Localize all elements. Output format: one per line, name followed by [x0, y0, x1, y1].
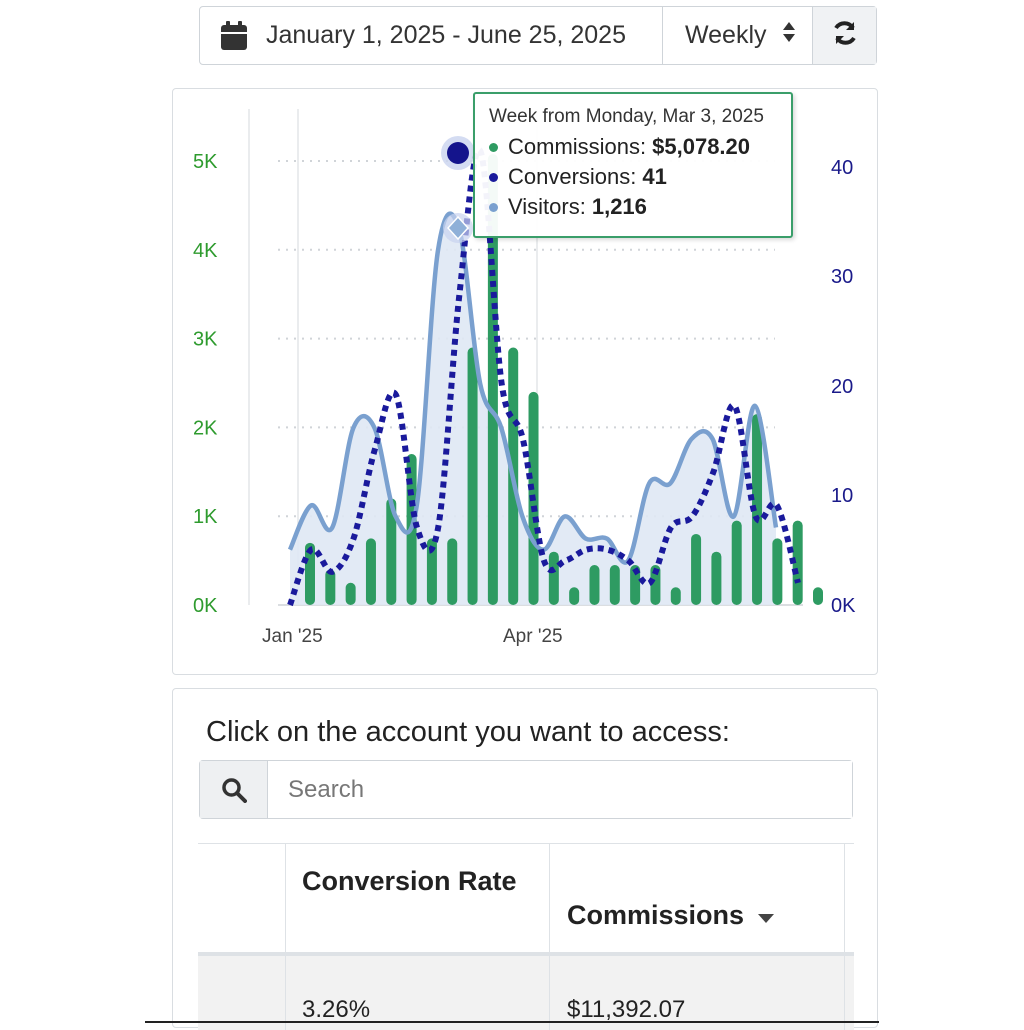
search-box: [199, 760, 853, 819]
tooltip-row-visitors: Visitors: 1,216: [489, 192, 777, 222]
x-tick-label: Jan '25: [262, 626, 323, 647]
commissions-bar: [752, 414, 763, 605]
conversion-rate-cell: 3.26%: [302, 996, 371, 1023]
y-left-tick-label: 5K: [193, 151, 218, 173]
tooltip-row-conversions: Conversions: 41: [489, 162, 777, 192]
y-right-tick-label: 20: [831, 376, 853, 398]
commissions-bar: [813, 587, 823, 605]
y-right-tick-label: 10: [831, 485, 853, 507]
conversions-point-marker: [447, 142, 469, 164]
visitors-dot-icon: [489, 202, 498, 212]
accounts-title: Click on the account you want to access:: [206, 716, 730, 748]
commissions-bar: [630, 565, 641, 605]
commissions-bar: [386, 498, 397, 605]
commissions-chart[interactable]: 0K 1K 2K 3K 4K 5K 0K 10 20 30 40 Jan '25 Apr '25: [173, 89, 877, 674]
table-header: [198, 844, 854, 956]
commissions-bar: [711, 551, 722, 605]
commissions-bar: [609, 565, 620, 605]
bottom-divider: [145, 1021, 879, 1023]
visitors-point-marker: [446, 215, 470, 241]
visitors-line: [287, 211, 779, 565]
table-row[interactable]: [198, 956, 854, 1030]
y-left-tick-label: 4K: [193, 240, 218, 262]
period-label: Weekly: [685, 21, 767, 49]
commissions-bar: [650, 565, 661, 605]
y-right-tick-label: 40: [831, 157, 853, 179]
conversions-line: [287, 146, 801, 607]
commissions-bar: [345, 582, 356, 605]
commissions-bar: [731, 520, 742, 605]
x-tick-label: Apr '25: [503, 626, 563, 647]
y-left-tick-label: 0K: [193, 595, 218, 617]
commissions-bar: [487, 154, 498, 605]
commissions-bar: [426, 538, 437, 605]
caret-down-icon: [758, 900, 775, 931]
refresh-icon: [831, 19, 859, 52]
commissions-bar: [772, 538, 783, 605]
y-left-tick-label: 1K: [193, 506, 218, 528]
y-left-tick-label: 2K: [193, 417, 218, 439]
visitors-area: [290, 213, 776, 605]
search-icon: [200, 761, 268, 818]
y-left-tick-label: 3K: [193, 329, 218, 351]
commissions-bar: [792, 520, 803, 605]
date-range-picker[interactable]: January 1, 2025 - June 25, 2025: [200, 7, 663, 64]
commissions-bar: [467, 347, 478, 605]
column-header-conversion-rate[interactable]: Conversion Rate: [302, 866, 517, 896]
refresh-button[interactable]: [813, 7, 876, 64]
y-right-tick-label: 0K: [831, 595, 856, 617]
accounts-table: Conversion Rate Commissions 3.26% $11,39…: [198, 843, 854, 1030]
commissions-bar: [589, 565, 600, 605]
tooltip-row-commissions: Commissions: $5,078.20: [489, 132, 777, 162]
period-select[interactable]: Weekly: [663, 7, 813, 64]
chart-tooltip: Week from Monday, Mar 3, 2025 Commission…: [473, 92, 793, 238]
commissions-bar: [365, 538, 376, 605]
conversions-dot-icon: [489, 172, 498, 182]
sort-icon: [782, 21, 796, 50]
commissions-cell: $11,392.07: [567, 996, 686, 1023]
commissions-bar: [691, 533, 702, 605]
calendar-icon: [220, 20, 248, 51]
commissions-bar: [569, 587, 580, 605]
commissions-bar: [670, 587, 681, 605]
chart-panel: 0K 1K 2K 3K 4K 5K 0K 10 20 30 40 Jan '25 Apr '25 Wee…: [172, 88, 878, 675]
date-range-label: January 1, 2025 - June 25, 2025: [266, 21, 626, 49]
y-right-tick-label: 30: [831, 266, 853, 288]
search-input[interactable]: [268, 761, 852, 818]
tooltip-title: Week from Monday, Mar 3, 2025: [489, 106, 764, 127]
commissions-dot-icon: [489, 142, 498, 152]
commissions-bar: [447, 538, 458, 605]
column-header-commissions[interactable]: Commissions: [567, 900, 775, 931]
commissions-bar: [325, 569, 336, 605]
date-toolbar: January 1, 2025 - June 25, 2025 Weekly: [199, 6, 877, 65]
commissions-bar: [548, 551, 559, 605]
accounts-panel: Click on the account you want to access:…: [172, 688, 878, 1030]
